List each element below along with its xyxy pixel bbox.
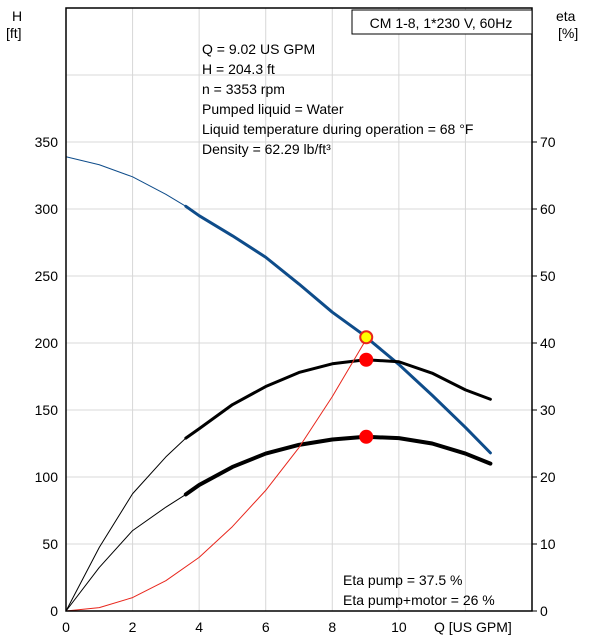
chart-title: CM 1-8, 1*230 V, 60Hz [370,15,513,31]
series-line-0-operating-range [184,204,492,455]
left-axis-label-top: H [12,8,22,24]
y-right-tick-label: 20 [540,469,556,485]
info-line-density: Density = 62.29 lb/ft³ [202,141,331,157]
info-line-speed: n = 3353 rpm [202,81,285,97]
series-line-1-operating-range [184,358,492,440]
x-tick-label: 10 [391,619,407,635]
duty-point-2 [359,429,374,444]
axis-layer: 0 2 4 6 8 10050100150200250300350010203040506… [35,134,556,635]
y-left-tick-label: 250 [35,268,59,284]
y-left-tick-label: 150 [35,402,59,418]
info-block: Q = 9.02 US GPM H = 204.3 ft n = 3353 rp… [202,41,473,157]
y-left-tick-label: 300 [35,201,59,217]
right-axis-label-bottom: [%] [558,25,578,41]
y-left-tick-label: 50 [42,536,58,552]
grid-layer [66,8,532,611]
series-line-3 [65,336,367,612]
y-right-tick-label: 0 [540,603,548,619]
x-tick-label: 8 [328,619,336,635]
y-left-tick-label: 200 [35,335,59,351]
info-line-flow: Q = 9.02 US GPM [202,41,315,57]
info-line-liquid: Pumped liquid = Water [202,101,344,117]
x-tick-label: 4 [195,619,203,635]
info-line-head: H = 204.3 ft [202,61,275,77]
right-axis-label-top: eta [556,8,576,24]
y-left-tick-label: 350 [35,134,59,150]
info-line-temperature: Liquid temperature during operation = 68… [202,121,473,137]
y-right-tick-label: 30 [540,402,556,418]
x-tick-label: 6 [262,619,270,635]
left-axis-label-bottom: [ft] [6,25,22,41]
y-right-tick-label: 70 [540,134,556,150]
y-left-tick-label: 100 [35,469,59,485]
y-right-tick-label: 60 [540,201,556,217]
efficiency-block: Eta pump = 37.5 % Eta pump+motor = 26 % [343,572,495,608]
x-axis-label: Q [US GPM] [434,619,512,635]
curve-layer [65,156,493,612]
duty-point-1 [359,352,374,367]
title-box-frame [351,9,533,35]
point-layer [359,330,374,444]
y-right-tick-label: 50 [540,268,556,284]
y-right-tick-label: 10 [540,536,556,552]
efficiency-pump-line: Eta pump = 37.5 % [343,572,462,588]
y-right-tick-label: 40 [540,335,556,351]
efficiency-pump-motor-line: Eta pump+motor = 26 % [343,592,495,608]
duty-point-0 [359,330,374,345]
series-line-2-operating-range [183,434,493,497]
plot-frame [65,7,533,612]
x-tick-label: 0 [62,619,70,635]
title-box: CM 1-8, 1*230 V, 60Hz [351,9,533,35]
x-tick-label: 2 [129,619,137,635]
y-left-tick-label: 0 [50,603,58,619]
